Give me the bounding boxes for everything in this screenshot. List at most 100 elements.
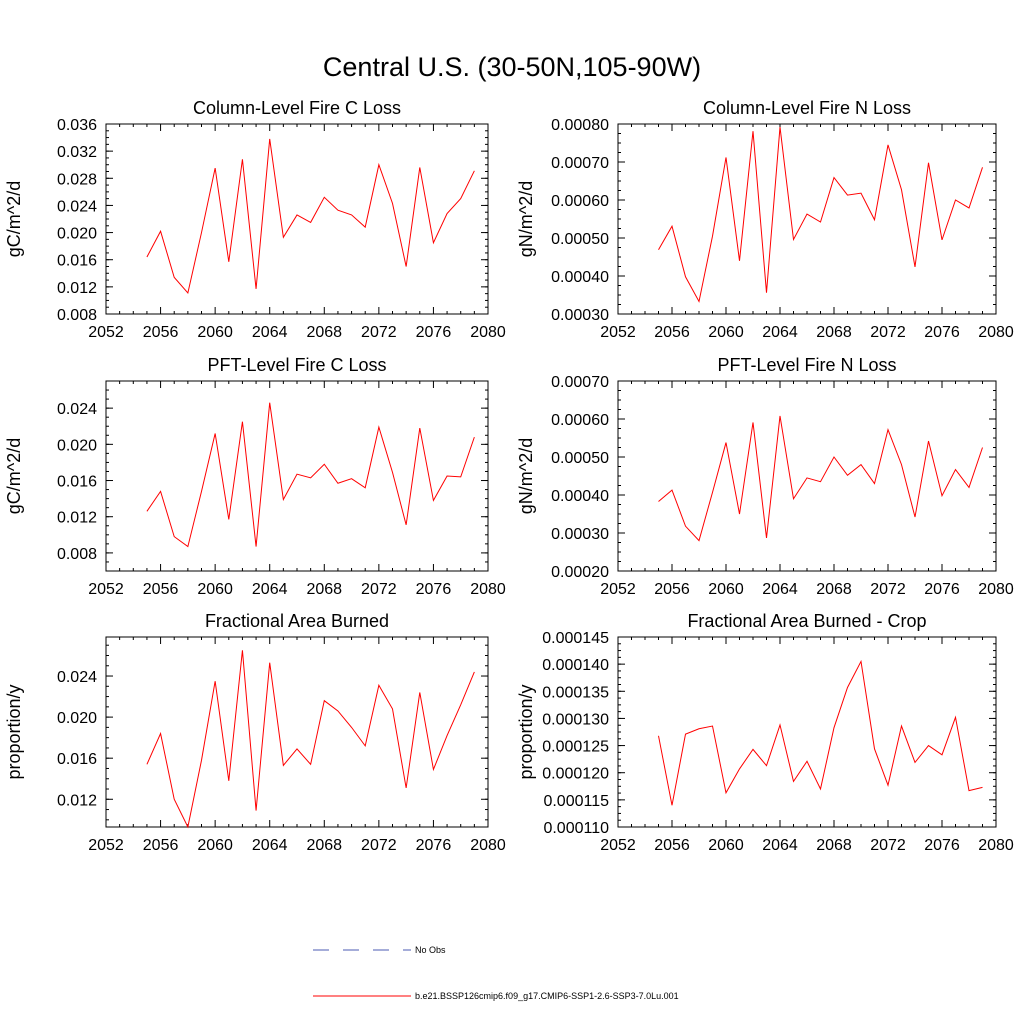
y-tick-label: 0.036 <box>57 117 97 134</box>
panel-title: Column-Level Fire N Loss <box>703 98 911 118</box>
series-line <box>146 650 475 829</box>
plot-frame <box>105 380 489 572</box>
x-tick-label: 2068 <box>816 324 852 341</box>
panel-1: Column-Level Fire C Loss gC/m^2/d 2052 2056… <box>4 98 506 341</box>
x-tick-label: 2072 <box>361 837 397 854</box>
x-tick-label: 2056 <box>143 324 179 341</box>
legend-label: b.e21.BSSP126cmip6.f09_g17.CMIP6-SSP1-2.… <box>415 991 679 1001</box>
x-tick-label: 2072 <box>361 581 397 598</box>
y-tick-label: 0.024 <box>57 198 97 215</box>
x-tick-label: 2052 <box>600 837 636 854</box>
y-tick-label: 0.012 <box>57 280 97 297</box>
legend-label: No Obs <box>415 945 446 955</box>
plot-frame <box>617 123 997 315</box>
x-tick-label: 2056 <box>654 324 690 341</box>
x-tick-label: 2060 <box>197 324 233 341</box>
y-tick-label: 0.008 <box>57 546 97 563</box>
y-tick-label: 0.00070 <box>551 155 609 172</box>
y-axis-label: gC/m^2/d <box>4 181 24 257</box>
x-tick-label: 2052 <box>88 837 124 854</box>
x-tick-label: 2076 <box>924 837 960 854</box>
y-tick-label: 0.000115 <box>543 793 609 810</box>
x-tick-label: 2052 <box>88 324 124 341</box>
y-tick-label: 0.00030 <box>551 526 609 543</box>
x-tick-label: 2060 <box>708 837 744 854</box>
x-tick-label: 2060 <box>708 324 744 341</box>
y-tick-label: 0.012 <box>57 510 97 527</box>
x-tick-label: 2068 <box>306 324 342 341</box>
y-tick-label: 0.020 <box>57 437 97 454</box>
x-tick-label: 2064 <box>252 324 288 341</box>
series-line <box>658 126 983 303</box>
x-tick-label: 2056 <box>654 837 690 854</box>
x-tick-label: 2064 <box>762 581 798 598</box>
y-axis-label: proportion/y <box>4 684 24 779</box>
y-axis-label: gC/m^2/d <box>4 438 24 514</box>
x-tick-label: 2052 <box>600 324 636 341</box>
x-tick-label: 2056 <box>654 581 690 598</box>
panel-4: PFT-Level Fire N Loss gN/m^2/d 2052 2056 206… <box>516 355 1014 598</box>
x-tick-label: 2080 <box>470 581 506 598</box>
y-tick-label: 0.012 <box>57 792 97 809</box>
plot-frame <box>617 636 997 828</box>
panel-3: PFT-Level Fire C Loss gC/m^2/d 2052 2056 206… <box>4 355 506 598</box>
x-tick-label: 2064 <box>762 837 798 854</box>
panel-2: Column-Level Fire N Loss gN/m^2/d 2052 2056… <box>516 98 1014 341</box>
y-tick-label: 0.00080 <box>551 117 609 134</box>
x-tick-label: 2060 <box>708 581 744 598</box>
y-tick-label: 0.020 <box>57 226 97 243</box>
y-tick-label: 0.024 <box>57 401 97 418</box>
y-tick-label: 0.008 <box>57 307 97 324</box>
y-tick-label: 0.00020 <box>551 564 609 581</box>
y-tick-label: 0.032 <box>57 144 97 161</box>
x-tick-label: 2072 <box>870 837 906 854</box>
y-tick-label: 0.00050 <box>551 231 609 248</box>
y-tick-label: 0.00040 <box>551 488 609 505</box>
y-tick-label: 0.000145 <box>542 630 609 647</box>
y-axis-label: gN/m^2/d <box>516 181 536 257</box>
y-tick-label: 0.00060 <box>551 412 609 429</box>
x-tick-label: 2060 <box>197 581 233 598</box>
panel-title: PFT-Level Fire C Loss <box>207 355 386 375</box>
panel-title: Fractional Area Burned <box>205 611 389 631</box>
x-tick-label: 2056 <box>143 581 179 598</box>
x-tick-label: 2068 <box>816 837 852 854</box>
y-tick-label: 0.000130 <box>542 711 609 728</box>
y-tick-label: 0.00030 <box>551 307 609 324</box>
x-tick-label: 2060 <box>197 837 233 854</box>
panel-5: Fractional Area Burned proportion/y 2052 20… <box>4 611 506 854</box>
figure-title: Central U.S. (30-50N,105-90W) <box>323 52 701 82</box>
x-tick-label: 2056 <box>143 837 179 854</box>
y-tick-label: 0.016 <box>57 474 97 491</box>
y-tick-label: 0.000135 <box>542 684 609 701</box>
y-tick-label: 0.016 <box>57 253 97 270</box>
y-tick-label: 0.00050 <box>551 450 609 467</box>
panel-6: Fractional Area Burned - Crop proportion/… <box>516 611 1014 854</box>
series-line <box>146 402 475 548</box>
y-tick-label: 0.00040 <box>551 269 609 286</box>
x-tick-label: 2080 <box>978 581 1014 598</box>
x-tick-label: 2068 <box>306 837 342 854</box>
plot-frame <box>617 380 997 572</box>
x-tick-label: 2080 <box>978 324 1014 341</box>
x-tick-label: 2072 <box>870 581 906 598</box>
y-tick-label: 0.000125 <box>542 739 609 756</box>
x-tick-label: 2076 <box>416 837 452 854</box>
y-tick-label: 0.016 <box>57 751 97 768</box>
y-tick-label: 0.00070 <box>551 374 609 391</box>
y-tick-label: 0.000140 <box>542 657 609 674</box>
x-tick-label: 2064 <box>252 581 288 598</box>
x-tick-label: 2052 <box>88 581 124 598</box>
y-axis-label: gN/m^2/d <box>516 438 536 514</box>
series-line <box>146 138 475 295</box>
y-tick-label: 0.000110 <box>543 820 609 837</box>
x-tick-label: 2076 <box>924 324 960 341</box>
x-tick-label: 2064 <box>762 324 798 341</box>
x-tick-label: 2080 <box>470 324 506 341</box>
y-tick-label: 0.00060 <box>551 193 609 210</box>
y-tick-label: 0.000120 <box>542 766 609 783</box>
x-tick-label: 2080 <box>470 837 506 854</box>
panel-title: PFT-Level Fire N Loss <box>717 355 896 375</box>
panel-title: Column-Level Fire C Loss <box>193 98 401 118</box>
